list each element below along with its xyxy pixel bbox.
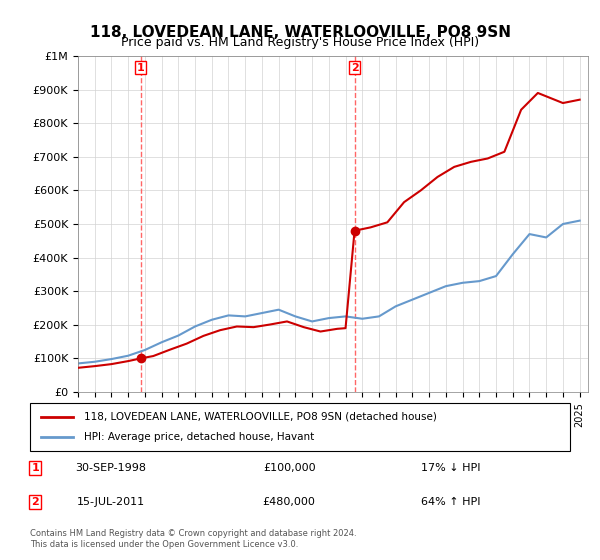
- Text: 15-JUL-2011: 15-JUL-2011: [77, 497, 145, 507]
- Text: 17% ↓ HPI: 17% ↓ HPI: [421, 463, 481, 473]
- Text: HPI: Average price, detached house, Havant: HPI: Average price, detached house, Hava…: [84, 432, 314, 442]
- Text: 64% ↑ HPI: 64% ↑ HPI: [421, 497, 481, 507]
- Text: Price paid vs. HM Land Registry's House Price Index (HPI): Price paid vs. HM Land Registry's House …: [121, 36, 479, 49]
- Text: 2: 2: [32, 497, 39, 507]
- Text: 118, LOVEDEAN LANE, WATERLOOVILLE, PO8 9SN: 118, LOVEDEAN LANE, WATERLOOVILLE, PO8 9…: [89, 25, 511, 40]
- Text: 30-SEP-1998: 30-SEP-1998: [76, 463, 146, 473]
- Text: Contains HM Land Registry data © Crown copyright and database right 2024.
This d: Contains HM Land Registry data © Crown c…: [30, 529, 356, 549]
- Text: 1: 1: [137, 63, 145, 73]
- Text: £100,000: £100,000: [263, 463, 316, 473]
- FancyBboxPatch shape: [30, 403, 570, 451]
- Text: £480,000: £480,000: [263, 497, 316, 507]
- Text: 2: 2: [350, 63, 358, 73]
- Text: 118, LOVEDEAN LANE, WATERLOOVILLE, PO8 9SN (detached house): 118, LOVEDEAN LANE, WATERLOOVILLE, PO8 9…: [84, 412, 437, 422]
- Text: 1: 1: [32, 463, 39, 473]
